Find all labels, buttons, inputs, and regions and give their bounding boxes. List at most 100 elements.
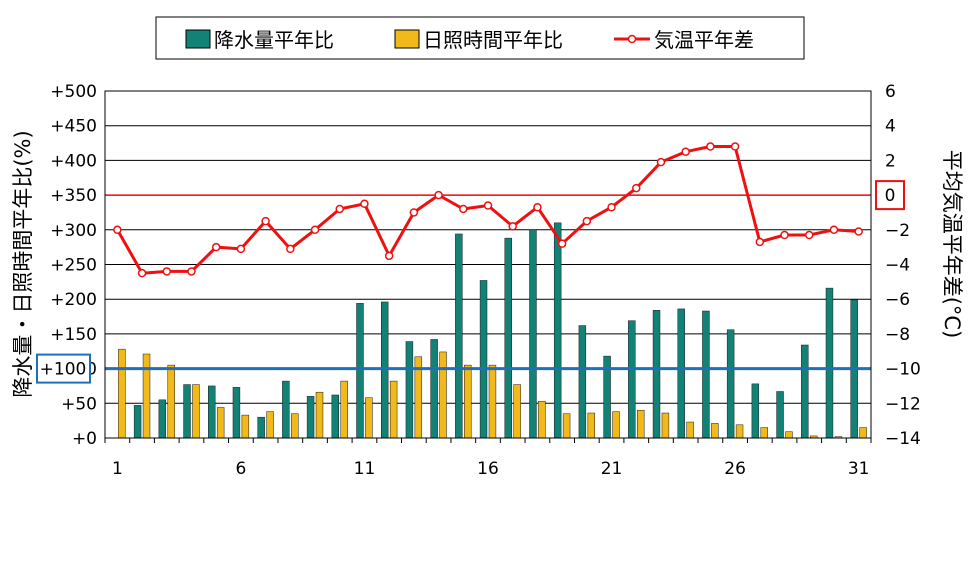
precip-bar bbox=[479, 280, 488, 439]
temp-point bbox=[804, 230, 814, 240]
right-tick-label: 4 bbox=[885, 117, 896, 137]
precip-bar bbox=[677, 308, 685, 439]
x-tick-label: 11 bbox=[354, 459, 376, 479]
precip-bar bbox=[751, 383, 760, 439]
temp-point bbox=[310, 225, 320, 235]
precip-bar bbox=[801, 344, 809, 439]
x-tick-label: 21 bbox=[601, 459, 623, 479]
temp-point bbox=[582, 216, 592, 226]
right-tick-label: −8 bbox=[885, 325, 910, 345]
x-tick-label: 6 bbox=[235, 459, 246, 479]
temp-point bbox=[681, 147, 690, 156]
precip-bar bbox=[257, 416, 265, 439]
precip-bar bbox=[133, 405, 142, 439]
plot-area: +0 +50 +100 +150 +200 +250 +300 +350 +400 +450 +50… bbox=[36, 82, 921, 479]
sunshine-bar bbox=[562, 413, 571, 439]
temp-point bbox=[137, 268, 147, 278]
right-tick-label: −2 bbox=[885, 221, 910, 241]
temp-point bbox=[434, 190, 443, 200]
precip-bar bbox=[282, 380, 290, 439]
left-tick-label: +450 bbox=[50, 117, 97, 137]
temp-point bbox=[706, 142, 715, 151]
temp-point bbox=[508, 222, 517, 231]
precip-bar bbox=[504, 237, 512, 439]
legend-temp-label: 気温平年差 bbox=[654, 28, 754, 52]
precip-bar bbox=[553, 222, 562, 439]
sunshine-bar bbox=[142, 353, 151, 439]
left-tick-label: +300 bbox=[50, 221, 97, 241]
left-tick-label: +150 bbox=[50, 325, 97, 345]
right-tick-label: 2 bbox=[885, 151, 896, 171]
sunshine-bar bbox=[439, 351, 447, 439]
right-tick-label: −6 bbox=[885, 290, 910, 310]
temp-point bbox=[632, 183, 641, 193]
ref-100-label: +100 bbox=[40, 360, 87, 380]
sunshine-bar bbox=[340, 380, 348, 439]
sunshine-bar bbox=[637, 409, 645, 439]
sunshine-bar bbox=[241, 414, 250, 439]
sunshine-bar bbox=[587, 412, 596, 439]
precip-bar bbox=[455, 233, 463, 439]
x-tick-label: 31 bbox=[848, 459, 870, 479]
precip-bar bbox=[578, 325, 587, 439]
left-tick-label: +350 bbox=[50, 186, 97, 206]
legend-sunshine-swatch bbox=[394, 29, 420, 49]
precip-bar bbox=[726, 329, 735, 439]
x-tick-label: 1 bbox=[112, 459, 123, 479]
left-tick-label: +200 bbox=[50, 290, 97, 310]
precip-bar bbox=[825, 287, 834, 439]
plot-frame bbox=[104, 90, 872, 439]
temp-point bbox=[557, 239, 567, 248]
temp-point bbox=[755, 237, 765, 247]
temp-point bbox=[162, 267, 172, 276]
sunshine-bar bbox=[735, 424, 744, 439]
precip-bar bbox=[628, 320, 636, 439]
temp-point bbox=[780, 230, 789, 240]
temp-point bbox=[854, 227, 863, 236]
temp-point bbox=[384, 251, 394, 261]
left-axis-title: 降水量・日照時間平年比(%) bbox=[11, 130, 35, 397]
sunshine-bar bbox=[266, 411, 274, 439]
precip-bar bbox=[652, 310, 661, 439]
legend: 降水量平年比 日照時間平年比 気温平年差 bbox=[155, 16, 805, 60]
temp-point bbox=[113, 225, 122, 235]
left-tick-label: +50 bbox=[61, 394, 97, 414]
precip-bar bbox=[183, 384, 191, 439]
sunshine-bar bbox=[760, 427, 768, 439]
temp-point bbox=[409, 208, 419, 217]
temp-point bbox=[829, 225, 839, 235]
ref-100-label-box bbox=[36, 353, 91, 384]
sunshine-bar bbox=[291, 413, 299, 439]
legend-sunshine-label: 日照時間平年比 bbox=[423, 28, 563, 52]
right-axis-title: 平均気温平年差(°C) bbox=[940, 150, 964, 339]
legend-precip-label: 降水量平年比 bbox=[214, 28, 334, 52]
x-tick-label: 16 bbox=[477, 459, 499, 479]
x-tick-label: 26 bbox=[724, 459, 746, 479]
left-tick-label: +400 bbox=[50, 151, 97, 171]
right-tick-label: −12 bbox=[885, 394, 921, 414]
precip-bar bbox=[430, 339, 438, 439]
precip-bar bbox=[776, 391, 784, 439]
sunshine-bar bbox=[711, 423, 719, 439]
legend-precip-swatch bbox=[185, 29, 211, 49]
sunshine-bar bbox=[488, 364, 497, 439]
sunshine-bar bbox=[192, 384, 200, 439]
temp-point bbox=[459, 204, 468, 214]
temp-point bbox=[261, 216, 270, 226]
sunshine-bar bbox=[785, 431, 793, 439]
precip-bar bbox=[405, 341, 414, 439]
sunshine-bar bbox=[365, 397, 373, 439]
sunshine-bar bbox=[389, 380, 398, 439]
precip-bar bbox=[356, 303, 364, 439]
legend-temp-marker bbox=[627, 34, 637, 44]
temp-point bbox=[607, 202, 616, 212]
precip-bar bbox=[702, 310, 710, 439]
temp-point bbox=[236, 244, 246, 254]
right-tick-label: 6 bbox=[885, 82, 896, 102]
sunshine-bar bbox=[464, 364, 472, 439]
sunshine-bar bbox=[315, 391, 324, 439]
temp-point bbox=[187, 267, 196, 276]
precip-bar bbox=[331, 394, 339, 439]
temp-line bbox=[116, 145, 859, 275]
